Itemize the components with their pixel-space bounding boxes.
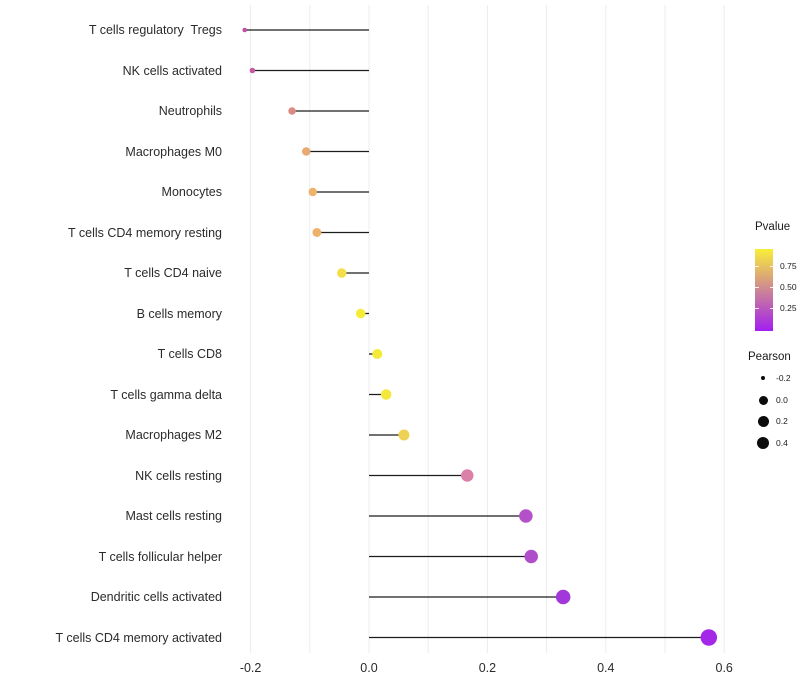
lollipop-dot	[461, 469, 474, 482]
pearson-size-dot	[758, 395, 768, 405]
lollipop-dot	[308, 187, 318, 197]
category-label: Mast cells resting	[125, 509, 222, 523]
colorbar-tick-mark	[755, 265, 759, 267]
colorbar-tick-mark	[769, 286, 773, 288]
category-label: T cells regulatory Tregs	[88, 23, 222, 37]
lollipop-dot	[519, 509, 533, 523]
colorbar-tick-label: 0.75	[780, 260, 797, 271]
category-label: Neutrophils	[158, 104, 222, 118]
category-label: Macrophages M0	[125, 144, 222, 159]
lollipop-dot	[380, 389, 392, 400]
lollipop-dot	[312, 228, 322, 237]
category-label: B cells memory	[136, 306, 222, 321]
pearson-legend-title: Pearson	[748, 351, 791, 363]
lollipop-dot	[242, 27, 247, 33]
pearson-size-dot	[760, 375, 766, 381]
x-axis-tick-label: 0.0	[360, 661, 377, 675]
category-label: T cells CD4 naive	[124, 266, 222, 280]
pearson-size-label: 0.2	[776, 415, 788, 426]
x-axis-tick-label: 0.4	[597, 661, 614, 675]
colorbar-tick-mark	[755, 307, 759, 309]
pvalue-colorbar	[755, 249, 773, 331]
colorbar-tick-label: 0.50	[780, 281, 797, 292]
lollipop-dot	[301, 147, 311, 156]
lollipop-dot	[355, 308, 366, 319]
pearson-size-label: -0.2	[776, 372, 791, 383]
pvalue-legend-title: Pvalue	[755, 221, 791, 233]
colorbar-tick-mark	[755, 286, 759, 288]
lollipop-dot	[337, 268, 347, 278]
category-label: T cells CD4 memory resting	[68, 225, 222, 240]
category-label: Dendritic cells activated	[90, 590, 222, 604]
lollipop-dot	[524, 549, 538, 564]
category-label: Macrophages M2	[125, 428, 222, 442]
lollipop-dot	[555, 589, 571, 605]
category-label: NK cells activated	[122, 63, 222, 78]
category-label: T cells CD8	[157, 347, 222, 361]
category-label: T cells follicular helper	[98, 549, 222, 564]
category-label: T cells gamma delta	[110, 387, 222, 402]
x-axis-tick-label: -0.2	[240, 661, 262, 675]
colorbar-tick-mark	[769, 307, 773, 309]
category-label: T cells CD4 memory activated	[55, 630, 223, 645]
category-label: NK cells resting	[135, 468, 222, 483]
pearson-size-label: 0.0	[776, 394, 788, 405]
category-label: Monocytes	[161, 185, 222, 199]
x-axis-tick-label: 0.6	[716, 661, 733, 675]
lollipop-dot	[288, 107, 296, 115]
lollipop-dot	[372, 349, 383, 359]
pearson-size-dot	[756, 436, 770, 450]
pearson-size-label: 0.4	[776, 437, 788, 448]
lollipop-dot	[700, 629, 718, 646]
x-axis-tick-label: 0.2	[479, 661, 496, 675]
lollipop-dot	[398, 429, 410, 441]
colorbar-tick-label: 0.25	[780, 302, 797, 313]
pearson-size-dot	[757, 415, 769, 427]
colorbar-tick-mark	[769, 265, 773, 267]
lollipop-dot	[249, 67, 256, 74]
